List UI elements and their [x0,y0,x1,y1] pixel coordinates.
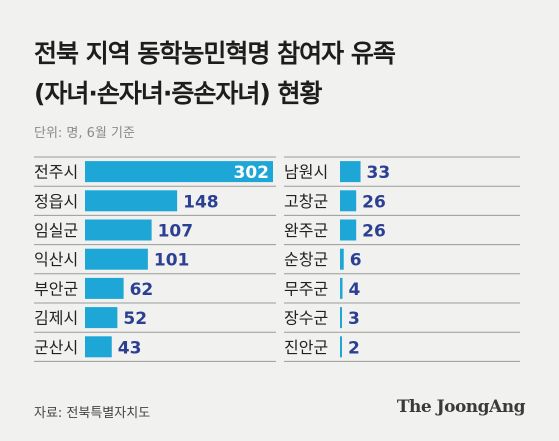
category-label: 고창군 [284,192,328,211]
bar [85,277,124,299]
category-label: 부안군 [34,279,78,298]
bar [340,336,342,358]
source-note: 자료: 전북특별자치도 [34,406,151,421]
bar [340,161,361,183]
data-label: 148 [183,192,219,212]
category-label: 장수군 [284,309,328,328]
data-label: 6 [350,251,362,271]
data-label: 3 [348,309,360,329]
bar [340,248,344,270]
bar [85,336,112,358]
category-label: 무주군 [284,279,328,298]
data-label: 107 [158,222,194,242]
chart-title-line1: 전북 지역 동학농민혁명 참여자 유족 [34,39,396,68]
bar [340,277,343,299]
category-label: 정읍시 [34,192,78,211]
bar [85,190,178,212]
data-label: 33 [367,163,391,183]
category-label: 순창군 [284,250,328,269]
bar [85,248,148,270]
bar [340,190,357,212]
data-label: 52 [123,309,147,329]
data-label: 26 [362,222,386,242]
chart-title-line2: (자녀·손자녀·증손자녀) 현황 [34,79,323,108]
bar [85,161,273,183]
unit-note: 단위: 명, 6월 기준 [34,126,135,141]
brand-logo: The JoongAng [396,397,526,417]
bar [85,307,118,329]
category-label: 완주군 [284,221,328,240]
bar [85,219,152,241]
data-label: 302 [234,163,270,183]
category-label: 김제시 [34,309,78,328]
category-label: 전주시 [34,163,78,182]
bar [340,307,342,329]
category-label: 익산시 [34,250,78,269]
category-label: 남원시 [284,163,328,182]
category-label: 군산시 [34,338,78,357]
bar [340,219,357,241]
category-label: 임실군 [34,221,78,240]
data-label: 62 [130,280,154,300]
data-label: 4 [348,280,360,300]
data-label: 2 [348,338,360,358]
data-label: 43 [118,338,142,358]
data-label: 26 [362,192,386,212]
data-label: 101 [154,251,190,271]
category-label: 진안군 [284,338,328,357]
